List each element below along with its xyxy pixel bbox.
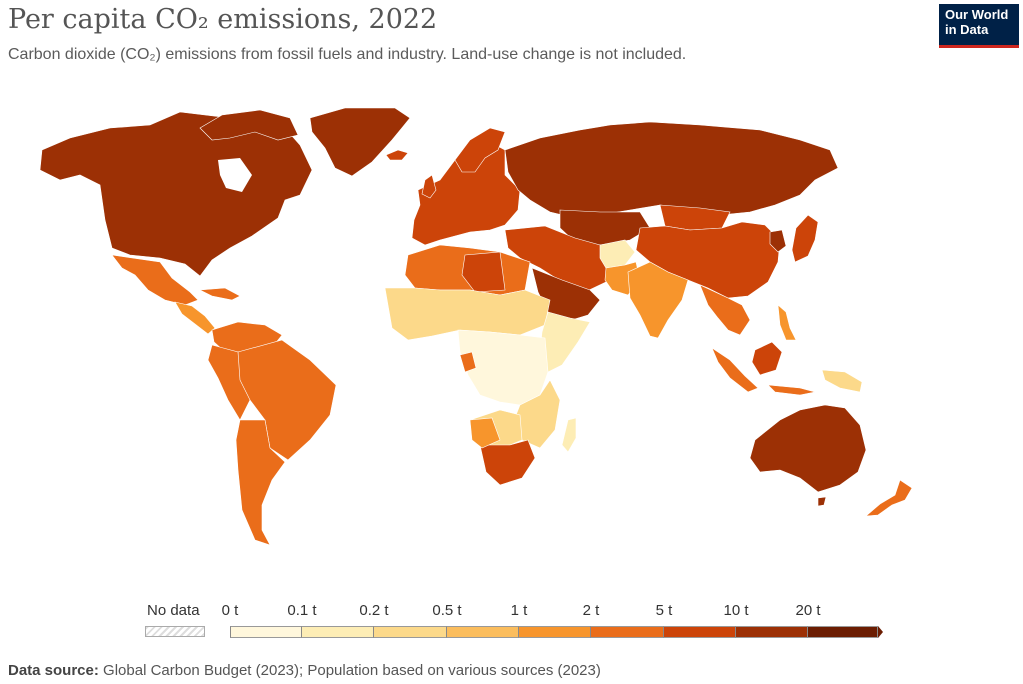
region-russia[interactable] <box>504 121 839 219</box>
legend-bin-0[interactable] <box>230 626 302 638</box>
region-scandinavia[interactable] <box>454 127 506 173</box>
legend-tick-5: 2 t <box>582 602 600 619</box>
region-indonesia[interactable] <box>711 347 759 393</box>
chart-title: Per capita CO₂ emissions, 2022 <box>8 4 438 35</box>
region-new-zealand[interactable] <box>865 479 913 517</box>
legend-tick-2: 0.2 t <box>359 602 389 619</box>
region-iceland[interactable] <box>385 149 409 161</box>
region-philippines[interactable] <box>777 304 797 341</box>
region-new-guinea[interactable] <box>821 369 863 393</box>
region-central-asia[interactable] <box>559 209 651 246</box>
region-south-africa[interactable] <box>479 439 536 486</box>
legend-bin-1[interactable] <box>302 626 374 638</box>
legend-tick-0: 0 t <box>221 602 239 619</box>
logo-line-2: in Data <box>945 22 989 37</box>
legend-tick-7: 10 t <box>723 602 749 619</box>
logo-line-1: Our World <box>945 7 1009 22</box>
legend-bin-5[interactable] <box>591 626 664 638</box>
region-madagascar[interactable] <box>561 417 577 453</box>
region-uk[interactable] <box>421 174 437 199</box>
region-southern-cone[interactable] <box>235 419 286 546</box>
owid-logo[interactable]: Our World in Data <box>939 4 1019 48</box>
region-java[interactable] <box>767 384 816 396</box>
region-north-america[interactable] <box>39 111 313 277</box>
region-gabon[interactable] <box>459 351 477 373</box>
legend-bin-7[interactable] <box>736 626 808 638</box>
region-japan[interactable] <box>791 214 819 263</box>
legend-no-data-swatch <box>145 626 205 637</box>
legend-bin-8[interactable] <box>808 626 878 638</box>
region-korea[interactable] <box>769 229 787 253</box>
legend-tick-4: 1 t <box>510 602 528 619</box>
region-borneo[interactable] <box>751 341 783 376</box>
chart-subtitle: Carbon dioxide (CO₂) emissions from foss… <box>8 46 687 63</box>
region-tasmania[interactable] <box>817 496 827 507</box>
region-australia[interactable] <box>749 404 867 493</box>
region-india[interactable] <box>627 261 689 339</box>
legend-bin-3[interactable] <box>447 626 519 638</box>
legend-bin-6[interactable] <box>664 626 736 638</box>
region-libya[interactable] <box>461 251 506 293</box>
legend-tick-6: 5 t <box>655 602 673 619</box>
data-source-footer: Data source: Global Carbon Budget (2023)… <box>8 662 601 679</box>
region-arctic-islands[interactable] <box>199 109 299 141</box>
legend-bin-2[interactable] <box>374 626 447 638</box>
legend-tick-8: 20 t <box>795 602 821 619</box>
region-greenland[interactable] <box>309 107 411 177</box>
source-label: Data source: <box>8 662 99 679</box>
legend-bin-4[interactable] <box>519 626 591 638</box>
legend-open-end-arrow <box>878 626 883 638</box>
color-legend: No data 0 t 0.1 t 0.2 t 0.5 t 1 t 2 t 5 … <box>0 596 1023 646</box>
region-angola[interactable] <box>469 417 501 449</box>
region-central-america[interactable] <box>174 301 216 335</box>
region-middle-east[interactable] <box>504 225 613 293</box>
world-map <box>0 90 1023 595</box>
legend-tick-3: 0.5 t <box>432 602 462 619</box>
region-southeast-asia[interactable] <box>699 284 751 336</box>
region-caribbean[interactable] <box>198 287 241 301</box>
world-map-svg <box>39 107 913 546</box>
legend-tick-1: 0.1 t <box>287 602 317 619</box>
hudson-bay <box>218 158 252 192</box>
source-text: Global Carbon Budget (2023); Population … <box>103 662 601 679</box>
legend-no-data-label: No data <box>147 602 200 619</box>
